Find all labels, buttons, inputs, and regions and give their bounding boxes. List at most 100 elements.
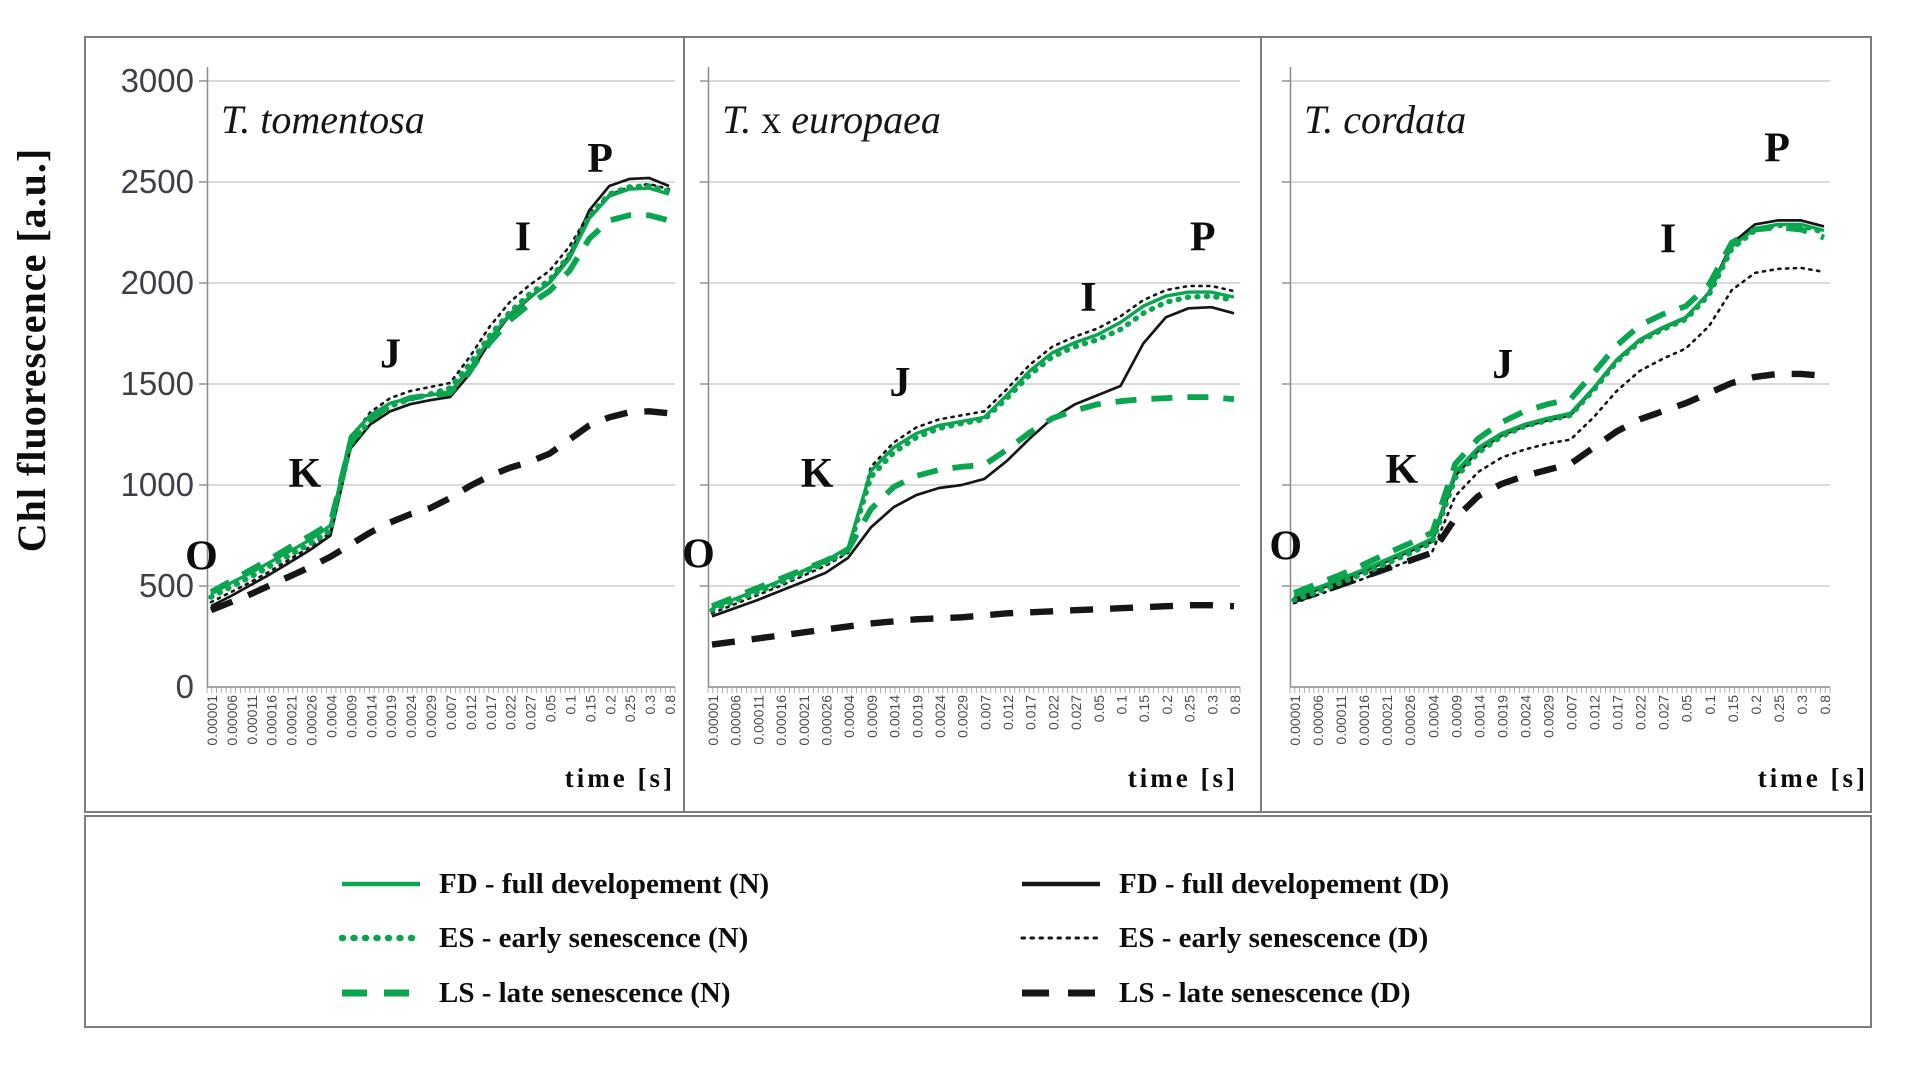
legend-swatch-fd-n <box>342 881 420 887</box>
legend-box: FD - full developement (N) ES - early sen… <box>84 815 1872 1028</box>
x-tick-label: 0.0009 <box>1448 695 1464 738</box>
x-tick-label: 0.00011 <box>750 695 766 745</box>
series-line-fd-d <box>1293 219 1825 600</box>
x-tick-label: 0.0014 <box>887 695 903 738</box>
series-line-ls-d <box>711 602 1235 648</box>
x-tick-label: 0.0014 <box>1471 695 1487 738</box>
annotation-O: O <box>682 532 715 578</box>
y-tick-label: 1500 <box>120 365 194 402</box>
legend-label: ES - early senescence (D) <box>1119 921 1429 954</box>
x-tick-label: 0.00021 <box>1379 695 1395 746</box>
series-line-es-n <box>1291 222 1827 603</box>
annotation-J: J <box>1492 342 1513 388</box>
x-tick-label: 0.00021 <box>284 695 300 746</box>
x-tick-label: 0.00026 <box>818 695 834 746</box>
legend-item-fd-d: FD - full developement (D) <box>1019 862 1449 906</box>
x-tick-label: 0.00006 <box>224 695 240 746</box>
series-line-ls-n <box>1292 224 1825 596</box>
x-tick-label: 0.017 <box>483 695 499 730</box>
annotation-P: P <box>1190 215 1216 261</box>
x-tick-label: 0.00026 <box>304 695 320 746</box>
annotation-I: I <box>515 215 531 261</box>
x-tick-label: 0.15 <box>582 695 598 722</box>
x-tick-label: 0.0004 <box>841 695 857 738</box>
x-tick-label: 0.00006 <box>1310 695 1326 746</box>
y-axis-title: Chl fluorescence [a.u.] <box>9 147 54 553</box>
x-tick-label: 0.022 <box>1045 695 1061 730</box>
x-tick-label: 0.022 <box>1633 695 1649 730</box>
x-tick-label: 0.027 <box>1656 695 1672 730</box>
x-tick-label: 0.2 <box>602 695 618 715</box>
legend-swatch-fd-d <box>1022 881 1100 887</box>
series-line-fd-d <box>210 176 670 608</box>
x-tick-label: 0.15 <box>1136 695 1152 722</box>
x-tick-label: 0.8 <box>1817 695 1833 715</box>
x-tick-label: 0.00001 <box>705 695 721 746</box>
x-tick-label: 0.0024 <box>932 695 948 738</box>
annotation-K: K <box>288 451 321 497</box>
x-axis-title-panel-1: time [s] <box>564 763 675 793</box>
x-tick-label: 0.012 <box>1000 695 1016 730</box>
x-tick-label: 0.0019 <box>909 695 925 738</box>
x-tick-label: 0.0029 <box>1540 695 1556 738</box>
x-tick-label: 0.00011 <box>244 695 260 745</box>
x-tick-label: 0.0004 <box>1425 695 1441 738</box>
legend-item-ls-n: LS - late senescence (N) <box>339 971 731 1015</box>
x-tick-label: 0.0029 <box>955 695 971 738</box>
x-tick-label: 0.3 <box>642 695 658 715</box>
legend-label: LS - late senescence (N) <box>439 976 731 1009</box>
x-tick-label: 0.0024 <box>403 695 419 738</box>
panel-title-3: T. cordata <box>1304 97 1467 142</box>
x-tick-label: 0.00001 <box>1287 695 1303 746</box>
x-tick-label: 0.022 <box>503 695 519 730</box>
x-tick-label: 0.007 <box>1564 695 1580 730</box>
series-line-ls-d <box>209 408 670 614</box>
x-tick-label: 0.1 <box>1114 695 1130 715</box>
annotation-I: I <box>1080 275 1096 321</box>
legend-item-fd-n: FD - full developement (N) <box>339 862 769 906</box>
legend-label: FD - full developement (D) <box>1119 867 1450 900</box>
x-tick-label: 0.05 <box>1679 695 1695 722</box>
x-tick-label: 0.027 <box>523 695 539 730</box>
x-tick-label: 0.00001 <box>204 695 220 746</box>
legend-item-es-n: ES - early senescence (N) <box>339 916 748 960</box>
x-tick-label: 0.2 <box>1748 695 1764 715</box>
x-tick-label: 0.00016 <box>264 695 280 746</box>
x-tick-label: 0.0024 <box>1517 695 1533 738</box>
x-tick-label: 0.00011 <box>1333 695 1349 745</box>
x-tick-label: 0.25 <box>622 695 638 722</box>
y-tick-label: 2500 <box>120 163 194 200</box>
x-tick-label: 0.0019 <box>1494 695 1510 738</box>
x-tick-label: 0.0014 <box>363 695 379 738</box>
annotation-O: O <box>1269 524 1302 570</box>
x-tick-label: 0.00016 <box>1356 695 1372 746</box>
series-line-ls-d <box>1293 370 1825 604</box>
annotation-K: K <box>1385 447 1418 493</box>
x-tick-label: 0.1 <box>1702 695 1718 715</box>
x-tick-label: 0.25 <box>1182 695 1198 722</box>
x-tick-label: 0.012 <box>463 695 479 730</box>
x-tick-label: 0.3 <box>1794 695 1810 715</box>
x-tick-label: 0.8 <box>1227 695 1243 715</box>
panel-title-1: T. tomentosa <box>221 97 425 142</box>
x-tick-label: 0.15 <box>1725 695 1741 722</box>
legend-item-es-d: ES - early senescence (D) <box>1019 916 1428 960</box>
annotation-J: J <box>380 332 401 378</box>
series-line-fd-d <box>711 305 1235 618</box>
x-axis-title-panel-3: time [s] <box>1757 763 1868 793</box>
x-tick-label: 0.05 <box>543 695 559 722</box>
chart-outer-box <box>84 36 1872 813</box>
x-tick-label: 0.25 <box>1771 695 1787 722</box>
series-line-es-n <box>709 293 1237 613</box>
x-tick-label: 0.00021 <box>796 695 812 746</box>
legend-swatch-ls-n <box>342 989 420 997</box>
legend-swatch-es-n <box>339 934 423 942</box>
legend-item-ls-d: LS - late senescence (D) <box>1019 971 1411 1015</box>
annotation-P: P <box>1764 126 1790 172</box>
y-tick-label: 500 <box>138 567 194 604</box>
panel-plot-1: 0.00001 0.00006 0.00011 0.00016 0.00021 0.000… <box>185 67 678 746</box>
legend-label: ES - early senescence (N) <box>439 921 749 954</box>
y-tick-label: 2000 <box>120 264 194 301</box>
series-line-es-n <box>208 183 672 600</box>
